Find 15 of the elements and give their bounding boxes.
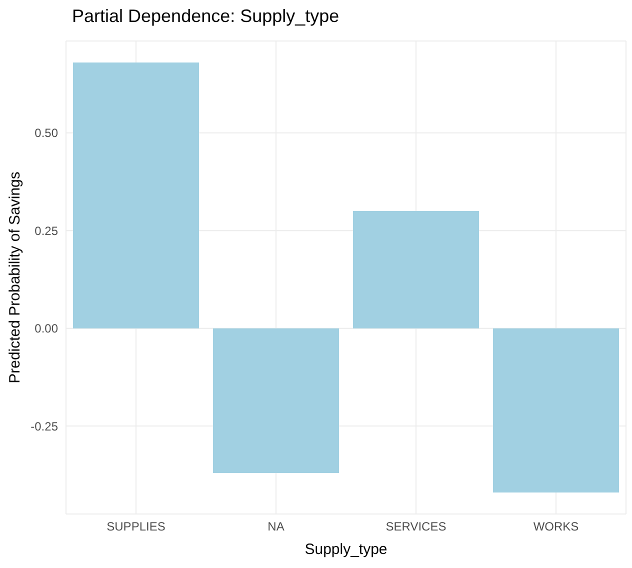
- bar: [493, 328, 619, 492]
- chart-title: Partial Dependence: Supply_type: [72, 6, 340, 27]
- bar: [213, 328, 339, 473]
- y-tick-label: -0.25: [30, 419, 58, 434]
- y-tick-label: 0.25: [34, 224, 58, 238]
- y-axis-title: Predicted Probability of Savings: [6, 172, 24, 384]
- x-tick-label: SUPPLIES: [106, 520, 166, 534]
- x-tick-label: NA: [268, 520, 284, 534]
- x-tick-label: SERVICES: [386, 520, 446, 534]
- y-tick-label: 0.50: [34, 126, 58, 140]
- x-axis-title: Supply_type: [304, 541, 388, 558]
- bar: [353, 211, 479, 328]
- x-tick-label: WORKS: [533, 520, 579, 534]
- y-tick-label: 0.00: [34, 322, 58, 336]
- bar: [73, 62, 199, 328]
